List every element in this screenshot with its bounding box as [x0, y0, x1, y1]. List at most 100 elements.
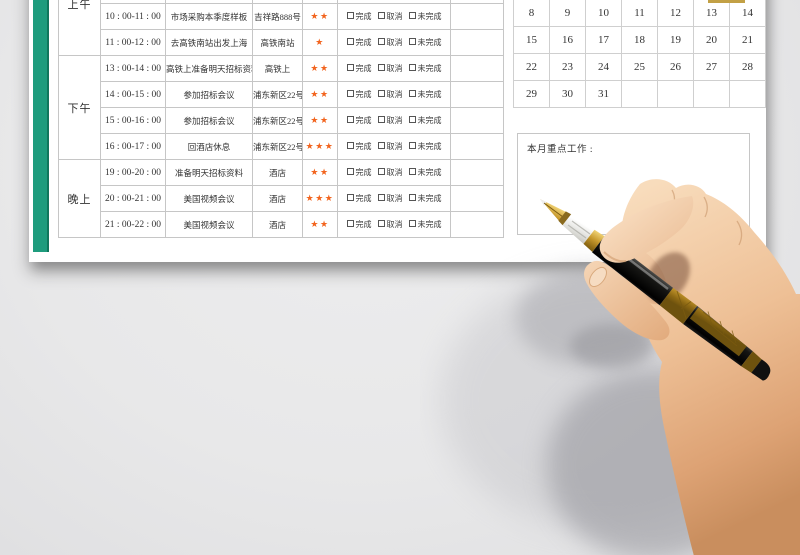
time-cell[interactable]: 16 : 00-17 : 00: [100, 133, 166, 160]
priority-stars[interactable]: ★: [302, 29, 338, 56]
calendar-day-cell[interactable]: [657, 80, 694, 108]
time-cell[interactable]: 10 : 00-11 : 00: [100, 3, 166, 30]
status-option[interactable]: 完成: [346, 115, 372, 126]
calendar-day-cell[interactable]: [621, 80, 658, 108]
note-cell[interactable]: [450, 81, 504, 108]
note-cell[interactable]: [450, 185, 504, 212]
priority-stars[interactable]: ★★: [302, 159, 338, 186]
note-cell[interactable]: [450, 29, 504, 56]
checkbox-icon[interactable]: [377, 38, 385, 45]
calendar-day-cell[interactable]: 22: [513, 53, 550, 81]
note-cell[interactable]: [450, 107, 504, 134]
calendar-day-cell[interactable]: 8: [513, 0, 550, 27]
checkbox-icon[interactable]: [346, 116, 354, 123]
calendar-day-cell[interactable]: [729, 80, 766, 108]
status-option[interactable]: 未完成: [408, 193, 442, 204]
calendar-day-cell[interactable]: 23: [549, 53, 586, 81]
status-option[interactable]: 未完成: [408, 115, 442, 126]
status-option[interactable]: 未完成: [408, 89, 442, 100]
checkbox-icon[interactable]: [377, 64, 385, 71]
checkbox-icon[interactable]: [346, 64, 354, 71]
checkbox-icon[interactable]: [377, 142, 385, 149]
status-option[interactable]: 完成: [346, 167, 372, 178]
location-cell[interactable]: 浦东新区22号: [252, 81, 303, 108]
note-cell[interactable]: [450, 211, 504, 238]
priority-stars[interactable]: ★★: [302, 55, 338, 82]
time-cell[interactable]: 14 : 00-15 : 00: [100, 81, 166, 108]
status-option[interactable]: 完成: [346, 63, 372, 74]
priority-stars[interactable]: ★★: [302, 3, 338, 30]
checkbox-icon[interactable]: [408, 142, 416, 149]
time-cell[interactable]: 19 : 00-20 : 00: [100, 159, 166, 186]
calendar-day-cell[interactable]: 19: [657, 26, 694, 54]
status-option[interactable]: 取消: [377, 167, 403, 178]
calendar-day-cell[interactable]: 25: [621, 53, 658, 81]
calendar-day-cell[interactable]: 30: [549, 80, 586, 108]
location-cell[interactable]: 浦东新区22号: [252, 107, 303, 134]
period-cell[interactable]: 上午: [58, 0, 101, 56]
priority-stars[interactable]: ★★: [302, 211, 338, 238]
calendar-day-cell[interactable]: 16: [549, 26, 586, 54]
location-cell[interactable]: 高铁南站: [252, 29, 303, 56]
status-option[interactable]: 取消: [377, 141, 403, 152]
calendar-day-cell[interactable]: 17: [585, 26, 622, 54]
time-cell[interactable]: 15 : 00-16 : 00: [100, 107, 166, 134]
calendar-day-cell[interactable]: 27: [693, 53, 730, 81]
status-option[interactable]: 取消: [377, 37, 403, 48]
time-cell[interactable]: 21 : 00-22 : 00: [100, 211, 166, 238]
task-cell[interactable]: 美国视频会议: [165, 185, 253, 212]
task-cell[interactable]: 准备明天招标资料: [165, 159, 253, 186]
checkbox-icon[interactable]: [346, 12, 354, 19]
location-cell[interactable]: 酒店: [252, 185, 303, 212]
status-option[interactable]: 完成: [346, 219, 372, 230]
note-cell[interactable]: [450, 3, 504, 30]
checkbox-icon[interactable]: [377, 12, 385, 19]
checkbox-icon[interactable]: [377, 90, 385, 97]
task-cell[interactable]: 美国视频会议: [165, 211, 253, 238]
status-option[interactable]: 未完成: [408, 37, 442, 48]
status-option[interactable]: 未完成: [408, 141, 442, 152]
checkbox-icon[interactable]: [346, 90, 354, 97]
calendar-day-cell[interactable]: 24: [585, 53, 622, 81]
task-cell[interactable]: 市场采购本季度样板: [165, 3, 253, 30]
status-option[interactable]: 未完成: [408, 63, 442, 74]
status-option[interactable]: 完成: [346, 141, 372, 152]
checkbox-icon[interactable]: [346, 142, 354, 149]
period-cell[interactable]: 下午: [58, 55, 101, 160]
checkbox-icon[interactable]: [346, 168, 354, 175]
checkbox-icon[interactable]: [408, 194, 416, 201]
calendar-day-cell[interactable]: 10: [585, 0, 622, 27]
checkbox-icon[interactable]: [408, 116, 416, 123]
location-cell[interactable]: 高铁上: [252, 55, 303, 82]
priority-stars[interactable]: ★★: [302, 107, 338, 134]
calendar-day-cell[interactable]: 11: [621, 0, 658, 27]
priority-stars[interactable]: ★★★: [302, 185, 338, 212]
checkbox-icon[interactable]: [408, 38, 416, 45]
status-option[interactable]: 取消: [377, 193, 403, 204]
checkbox-icon[interactable]: [377, 168, 385, 175]
task-cell[interactable]: 参加招标会议: [165, 107, 253, 134]
calendar-day-cell[interactable]: 18: [621, 26, 658, 54]
calendar-day-cell[interactable]: 13: [693, 0, 730, 27]
priority-stars[interactable]: ★★: [302, 81, 338, 108]
task-cell[interactable]: 参加招标会议: [165, 81, 253, 108]
status-option[interactable]: 取消: [377, 89, 403, 100]
status-option[interactable]: 取消: [377, 115, 403, 126]
status-option[interactable]: 完成: [346, 193, 372, 204]
note-cell[interactable]: [450, 133, 504, 160]
note-cell[interactable]: [450, 55, 504, 82]
period-cell[interactable]: 晚上: [58, 159, 101, 238]
checkbox-icon[interactable]: [346, 194, 354, 201]
time-cell[interactable]: 11 : 00-12 : 00: [100, 29, 166, 56]
calendar-day-cell[interactable]: 31: [585, 80, 622, 108]
calendar-day-cell[interactable]: 28: [729, 53, 766, 81]
status-option[interactable]: 完成: [346, 37, 372, 48]
task-cell[interactable]: 回酒店休息: [165, 133, 253, 160]
status-option[interactable]: 未完成: [408, 219, 442, 230]
calendar-day-cell[interactable]: [693, 80, 730, 108]
task-cell[interactable]: 高铁上准备明天招标资料: [165, 55, 253, 82]
status-option[interactable]: 未完成: [408, 11, 442, 22]
calendar-day-cell[interactable]: 15: [513, 26, 550, 54]
status-option[interactable]: 完成: [346, 89, 372, 100]
location-cell[interactable]: 酒店: [252, 159, 303, 186]
